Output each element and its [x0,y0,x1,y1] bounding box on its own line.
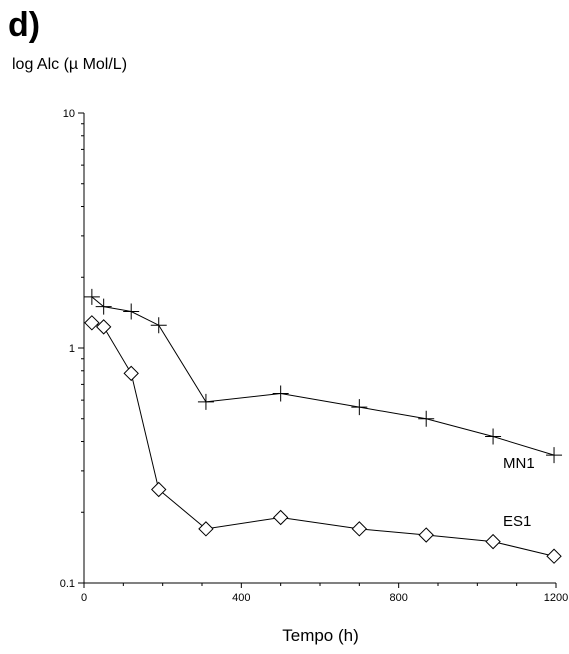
data-point-mn1 [546,447,563,464]
y-tick-label: 1 [69,343,75,355]
data-point-mn1 [83,288,100,305]
series-line-mn1 [91,296,555,456]
panel-label: d) [8,6,41,44]
series-line-es1 [91,322,555,557]
data-point-es1 [272,509,289,526]
data-point-es1 [418,527,434,543]
x-tick-label: 400 [232,592,250,604]
data-point-mn1 [485,428,502,445]
series-label-es1: ES1 [503,513,531,530]
series-labels: MN1 ES1 [503,455,535,530]
x-axis-label-wrap: Tempo (h) [0,626,569,646]
data-point-mn1 [418,410,435,427]
x-tick-label: 1200 [544,592,568,604]
data-point-es1 [84,315,100,331]
data-point-es1 [123,365,139,382]
chart-series [83,288,563,564]
data-point-es1 [546,548,562,564]
data-point-es1 [351,521,368,537]
data-point-mn1 [351,399,368,416]
x-tick-label: 800 [389,592,407,604]
data-point-mn1 [95,298,112,315]
chart-axes [83,113,556,584]
data-point-es1 [95,319,112,335]
data-point-mn1 [272,385,289,402]
data-point-mn1 [123,303,140,320]
axis-ticks: 0 400 800 1200 0.1 1 10 [60,108,569,604]
data-point-es1 [151,481,167,498]
x-tick-label: 0 [81,592,87,604]
y-axis-label: log Alc (µ Mol/L) [12,56,128,73]
series-label-mn1: MN1 [503,455,535,472]
y-tick-label: 10 [63,108,75,120]
data-point-es1 [485,533,501,550]
data-point-mn1 [197,393,214,410]
x-axis-label: Tempo (h) [282,626,359,645]
y-tick-label: 0.1 [60,578,75,590]
data-point-es1 [198,521,214,537]
data-point-mn1 [150,317,167,334]
